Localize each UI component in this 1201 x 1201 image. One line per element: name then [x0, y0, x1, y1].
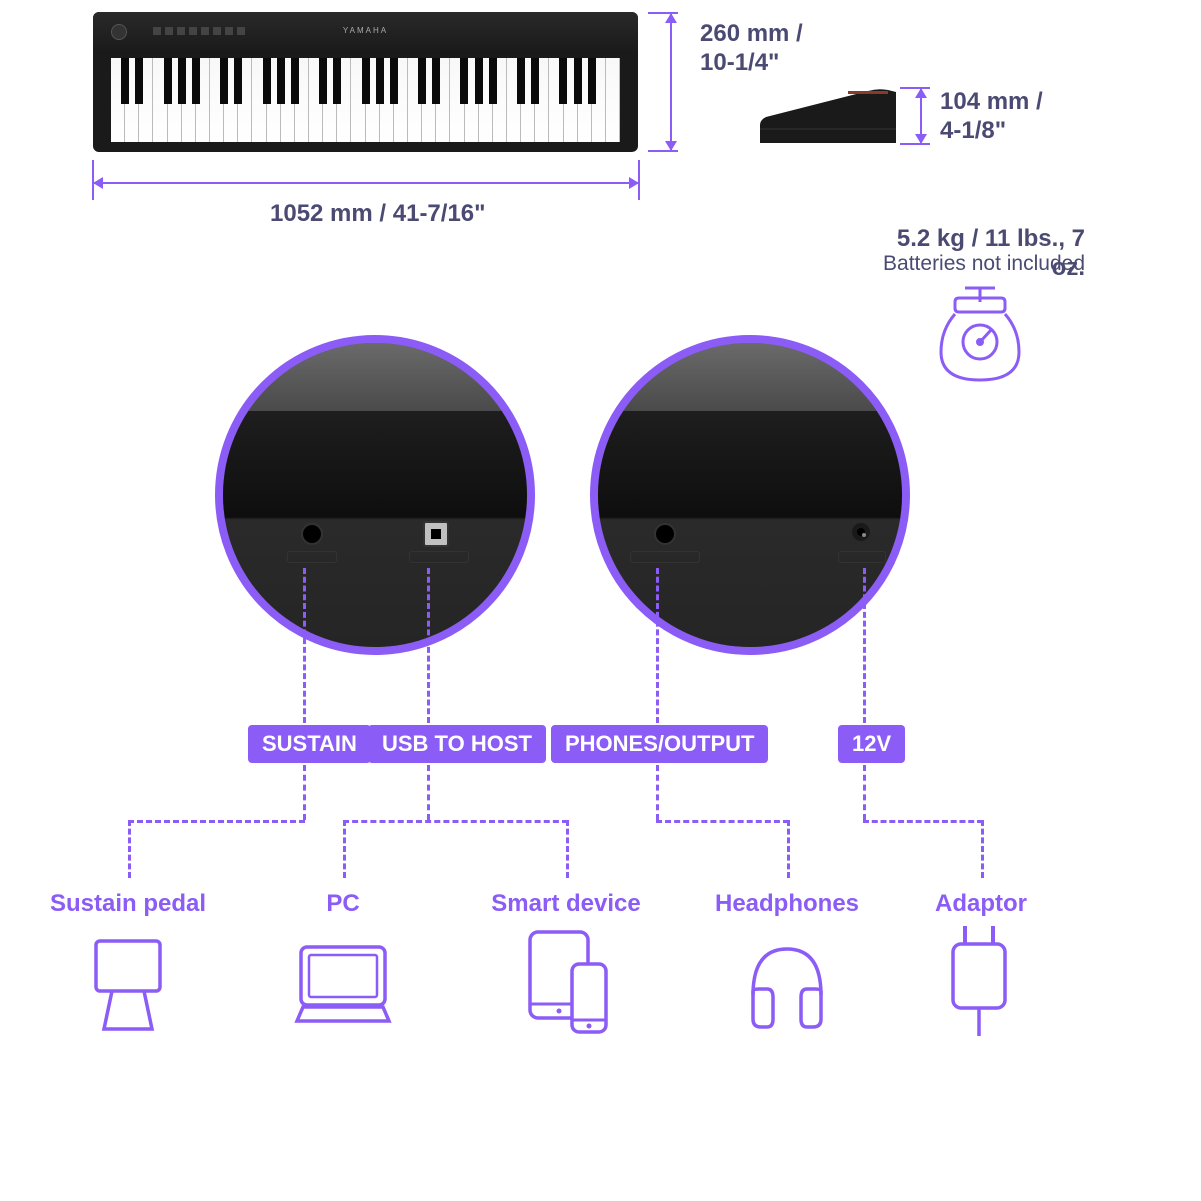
port-badge-sustain: SUSTAIN	[248, 725, 371, 763]
width-dimension-arrow	[94, 182, 638, 184]
phones-jack-icon	[654, 523, 676, 545]
port-badge-phones: PHONES/OUTPUT	[551, 725, 768, 763]
connector-line	[656, 568, 659, 723]
headphones-icon	[737, 935, 837, 1035]
connector-line	[427, 765, 430, 820]
keyboard-control-panel: YAMAHA	[93, 12, 638, 52]
port-badge-dc: 12V	[838, 725, 905, 763]
port-detail-right	[590, 335, 910, 655]
device-label-sustain-pedal: Sustain pedal	[28, 890, 228, 918]
connector-line	[566, 820, 569, 878]
connector-line	[863, 568, 866, 723]
volume-knob	[111, 24, 127, 40]
port-detail-left	[215, 335, 535, 655]
sustain-jack-icon	[301, 523, 323, 545]
width-dimension-label: 1052 mm / 41-7/16"	[270, 200, 486, 229]
connector-line	[787, 820, 790, 878]
connector-line	[863, 765, 866, 820]
connector-line	[128, 820, 131, 878]
connector-line	[303, 568, 306, 723]
device-label-smart-device: Smart device	[466, 890, 666, 918]
connector-line	[343, 820, 346, 878]
scale-icon	[925, 280, 1035, 390]
device-label-headphones: Headphones	[687, 890, 887, 918]
panel-buttons	[153, 27, 245, 35]
depth-dimension-label: 260 mm / 10-1/4"	[700, 20, 803, 78]
smart-device-icon	[516, 928, 616, 1028]
pc-icon	[293, 935, 393, 1035]
keyboard-side-view	[758, 85, 898, 145]
brand-label: YAMAHA	[343, 26, 388, 35]
connector-line	[656, 765, 659, 820]
keyboard-keys	[111, 58, 620, 142]
connector-line	[303, 765, 306, 820]
connector-line	[427, 568, 430, 723]
speaker-left	[93, 58, 111, 142]
weight-note: Batteries not included	[865, 252, 1085, 276]
height-dimension-label: 104 mm / 4-1/8"	[940, 88, 1043, 146]
connector-line	[128, 820, 305, 823]
connector-line	[863, 820, 983, 823]
usb-port-icon	[423, 521, 449, 547]
adaptor-icon	[939, 920, 1039, 1020]
speaker-right	[620, 58, 638, 142]
height-dimension-arrow	[920, 89, 922, 143]
depth-dimension-arrow	[670, 14, 672, 150]
dc-jack-icon	[852, 523, 870, 541]
connector-line	[343, 820, 568, 823]
device-label-pc: PC	[243, 890, 443, 918]
device-label-adaptor: Adaptor	[881, 890, 1081, 918]
port-badge-usb: USB TO HOST	[368, 725, 546, 763]
connector-line	[656, 820, 789, 823]
sustain-pedal-icon	[78, 935, 178, 1035]
connector-line	[981, 820, 984, 878]
keyboard-top-view: YAMAHA	[93, 12, 638, 152]
